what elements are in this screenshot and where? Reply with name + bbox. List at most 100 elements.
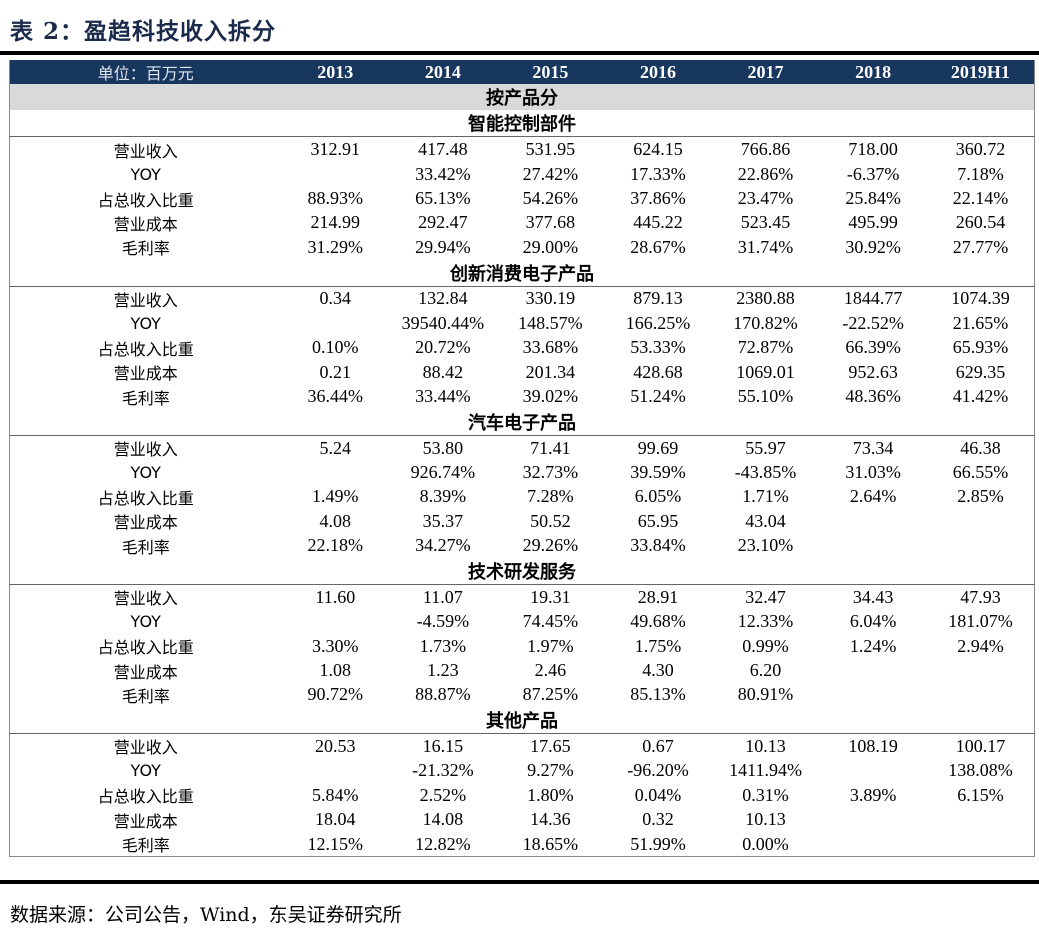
table-row: 营业成本 0.21 88.42 201.34 428.68 1069.01 952.63 62… xyxy=(10,360,1035,384)
value-cell: -22.52% xyxy=(842,312,904,333)
value-cell: 23.10% xyxy=(737,535,794,556)
value-cell: 35.37 xyxy=(422,510,464,531)
unit-label: 单位：百万元 xyxy=(9,60,282,85)
section-name: 技术研发服务 xyxy=(9,558,1035,585)
value-cell: 428.68 xyxy=(633,361,683,382)
row-label: 营业成本 xyxy=(113,662,178,682)
row-label: YOY xyxy=(130,761,161,781)
value-cell: 14.36 xyxy=(530,809,571,830)
row-label: 占总收入比重 xyxy=(97,488,194,508)
value-cell: 201.34 xyxy=(525,361,576,382)
table-row: YOY -4.59% 74.45% 49.68% 12.33% 6.04% 181.07% xyxy=(10,609,1035,633)
value-cell: 1.49% xyxy=(312,486,359,507)
value-cell: 23.47% xyxy=(737,188,794,209)
value-cell: 0.34 xyxy=(319,288,352,309)
value-cell: -43.85% xyxy=(734,461,797,482)
value-cell: 0.67 xyxy=(642,735,674,756)
value-cell: 926.74% xyxy=(410,461,476,482)
value-cell: 166.25% xyxy=(625,312,691,333)
section-header: 创新消费电子产品 xyxy=(9,259,1035,287)
year-header: 2017 xyxy=(711,60,820,85)
value-cell: 72.87% xyxy=(737,337,794,358)
value-cell: 33.68% xyxy=(522,337,579,358)
group-label: 按产品分 xyxy=(9,84,1035,111)
value-cell xyxy=(819,658,927,682)
year-header: 2013 xyxy=(281,60,390,85)
value-cell: 1.75% xyxy=(634,635,682,656)
value-cell: 36.44% xyxy=(307,386,364,407)
value-cell: 148.57% xyxy=(518,312,583,333)
value-cell: 2.52% xyxy=(419,784,467,805)
section-header: 智能控制部件 xyxy=(9,110,1035,138)
value-cell: 20.72% xyxy=(415,337,471,358)
table-row: YOY 33.42% 27.42% 17.33% 22.86% -6.37% 7.18% xyxy=(10,162,1035,186)
value-cell: 25.84% xyxy=(845,188,901,209)
row-label: 毛利率 xyxy=(121,686,170,706)
row-label: 营业收入 xyxy=(113,440,178,460)
row-label: YOY xyxy=(130,612,161,632)
row-label: 毛利率 xyxy=(121,388,170,408)
value-cell: 27.42% xyxy=(522,163,579,184)
value-cell: 29.26% xyxy=(522,535,579,556)
value-cell: 74.45% xyxy=(522,611,579,632)
value-cell: 1.08 xyxy=(319,660,352,681)
table-row: 营业成本 18.04 14.08 14.36 0.32 10.13 xyxy=(10,808,1035,832)
value-cell: 49.68% xyxy=(630,611,686,632)
value-cell xyxy=(282,162,390,186)
value-cell xyxy=(819,808,927,832)
table-row: 营业成本 214.99 292.47 377.68 445.22 523.45 495.99… xyxy=(10,211,1035,235)
value-cell: 65.95 xyxy=(637,510,679,531)
table-row: 毛利率 22.18% 34.27% 29.26% 33.84% 23.10% xyxy=(10,534,1035,558)
value-cell: 22.14% xyxy=(952,188,1009,209)
value-cell: 1.80% xyxy=(527,784,574,805)
value-cell: 90.72% xyxy=(307,684,364,705)
value-cell: 47.93 xyxy=(960,586,1001,607)
section-header: 技术研发服务 xyxy=(9,558,1035,585)
table-row: 营业成本 1.08 1.23 2.46 4.30 6.20 xyxy=(10,658,1035,682)
table-row: 营业收入 11.60 11.07 19.31 28.91 32.47 34.43 47.93 xyxy=(10,585,1035,610)
section-name: 智能控制部件 xyxy=(9,110,1035,138)
value-cell: 31.03% xyxy=(845,461,901,482)
table-row: YOY 926.74% 32.73% 39.59% -43.85% 31.03% 66.55… xyxy=(10,460,1035,484)
table-row: 毛利率 90.72% 88.87% 87.25% 85.13% 80.91% xyxy=(10,683,1035,707)
row-label: 占总收入比重 xyxy=(97,638,194,658)
value-cell: 2380.88 xyxy=(736,288,795,309)
value-cell: 21.65% xyxy=(952,312,1009,333)
year-header: 2015 xyxy=(496,60,605,85)
value-cell: 71.41 xyxy=(530,437,571,458)
value-cell: 1069.01 xyxy=(736,361,795,382)
value-cell: 3.30% xyxy=(312,635,359,656)
value-cell: 377.68 xyxy=(525,212,576,233)
value-cell xyxy=(927,808,1035,832)
value-cell: 46.38 xyxy=(960,437,1001,458)
table-row: 营业收入 20.53 16.15 17.65 0.67 10.13 108.19 100.17 xyxy=(10,734,1035,759)
value-cell: 0.04% xyxy=(634,784,682,805)
value-cell: 132.84 xyxy=(418,288,468,309)
row-label: 营业成本 xyxy=(113,811,178,831)
value-cell: 360.72 xyxy=(955,139,1006,160)
row-label: 营业收入 xyxy=(113,589,178,609)
year-header: 2018 xyxy=(819,60,927,85)
row-label: 营业成本 xyxy=(113,513,178,533)
value-cell xyxy=(819,831,927,858)
table-row: 占总收入比重 5.84% 2.52% 1.80% 0.04% 0.31% 3.89% 6.15… xyxy=(10,783,1035,807)
table-row: 占总收入比重 3.30% 1.73% 1.97% 1.75% 0.99% 1.24% 2.94… xyxy=(10,634,1035,658)
value-cell: 55.10% xyxy=(737,386,794,407)
value-cell: 12.33% xyxy=(737,611,794,632)
table-row: 营业成本 4.08 35.37 50.52 65.95 43.04 xyxy=(10,509,1035,533)
revenue-breakdown-table: 单位：百万元 2013 2014 2015 2016 2017 2018 2019H1 按产品分… xyxy=(9,60,1035,858)
value-cell: 18.04 xyxy=(315,809,356,830)
value-cell: 292.47 xyxy=(418,212,468,233)
value-cell: 5.84% xyxy=(312,784,359,805)
section-header: 汽车电子产品 xyxy=(9,408,1035,436)
value-cell: 1411.94% xyxy=(729,760,802,781)
value-cell: 523.45 xyxy=(740,212,791,233)
value-cell: 16.15 xyxy=(422,735,464,756)
value-cell: 9.27% xyxy=(527,760,574,781)
row-label: YOY xyxy=(130,462,161,482)
section-name: 汽车电子产品 xyxy=(9,408,1035,436)
value-cell: 181.07% xyxy=(948,611,1013,632)
table-row: YOY -21.32% 9.27% -96.20% 1411.94% 138.08% xyxy=(10,759,1035,783)
value-cell xyxy=(282,311,390,335)
top-rule xyxy=(0,51,1039,55)
